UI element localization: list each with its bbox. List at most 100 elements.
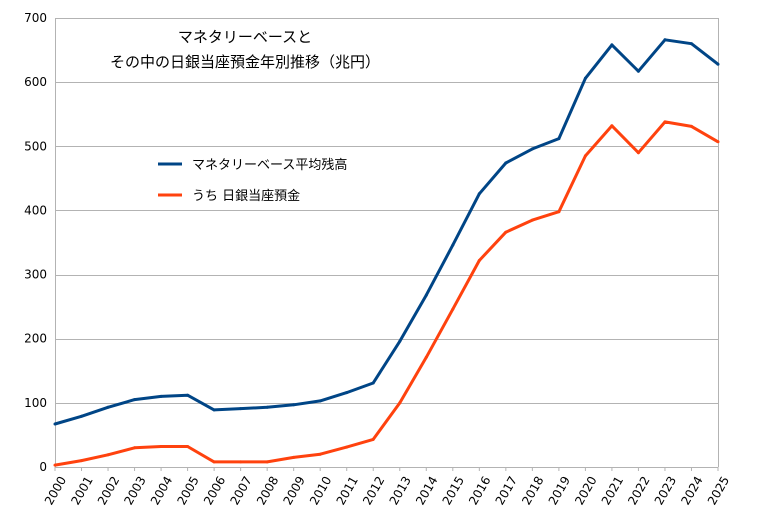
data-point-s0-2011 <box>345 391 349 395</box>
y-tick-label-500: 500 <box>24 139 47 153</box>
y-tick-label-600: 600 <box>24 75 47 89</box>
x-tick-label-2024: 2024 <box>678 474 705 507</box>
x-tick-label-2006: 2006 <box>201 474 228 507</box>
data-point-s0-2024 <box>690 42 693 46</box>
y-tick-label-200: 200 <box>24 332 47 346</box>
data-point-s1-2024 <box>690 124 693 128</box>
data-point-s0-2008 <box>265 405 269 409</box>
y-axis: 0 100 200 300 400 500 600 700 <box>24 11 47 474</box>
x-tick-label-2012: 2012 <box>360 474 387 507</box>
chart-title-line-2: その中の日銀当座預金年別推移（兆円） <box>110 53 380 71</box>
x-tick-label-2003: 2003 <box>121 474 148 507</box>
data-point-s1-2001 <box>80 459 83 463</box>
data-point-s0-2016 <box>477 192 481 196</box>
data-point-s1-2019 <box>557 210 561 214</box>
data-point-s0-2022 <box>636 69 640 73</box>
data-point-s0-2001 <box>80 414 83 418</box>
legend-label-boj-current-account: うち 日銀当座預金 <box>192 188 300 204</box>
data-point-s1-2014 <box>424 355 428 359</box>
data-point-s1-2006 <box>212 460 216 464</box>
legend-label-monetary-base: マネタリーベース平均残高 <box>192 157 347 173</box>
x-tick-label-2009: 2009 <box>280 474 307 507</box>
series-line-monetary-base <box>54 38 719 426</box>
data-point-s1-2018 <box>530 218 534 222</box>
data-point-s1-2011 <box>345 445 349 449</box>
data-point-s1-2004 <box>159 445 163 448</box>
data-point-s0-2021 <box>610 43 614 47</box>
y-tick-label-700: 700 <box>24 11 47 25</box>
data-point-s0-2023 <box>663 38 667 42</box>
series-line-boj-current-account <box>54 120 719 467</box>
data-point-s1-2002 <box>106 453 110 457</box>
data-point-s0-2018 <box>530 147 534 151</box>
data-point-s0-2014 <box>424 293 428 297</box>
chart-title-line-1: マネタリーベースと <box>178 28 312 46</box>
x-tick-label-2010: 2010 <box>307 474 334 507</box>
data-point-s1-2010 <box>318 452 322 456</box>
x-tick-label-2016: 2016 <box>466 474 493 507</box>
x-tick-label-2005: 2005 <box>174 474 201 507</box>
x-tick-label-2018: 2018 <box>519 474 546 507</box>
data-point-s1-2020 <box>583 154 587 158</box>
series-lines <box>53 38 720 467</box>
x-tick-label-2022: 2022 <box>625 474 652 507</box>
data-point-s0-2017 <box>504 161 508 165</box>
data-point-s0-2007 <box>239 407 243 411</box>
data-point-s0-2020 <box>583 76 587 80</box>
data-point-s1-2022 <box>636 151 640 155</box>
data-point-s0-2002 <box>106 405 110 409</box>
data-point-s0-2013 <box>398 339 402 343</box>
data-point-s1-2017 <box>504 230 508 234</box>
x-tick-label-2019: 2019 <box>546 474 573 507</box>
data-point-s1-2008 <box>265 460 269 464</box>
x-tick-label-2025: 2025 <box>705 474 732 507</box>
x-tick-label-2015: 2015 <box>440 474 467 507</box>
data-point-s1-2003 <box>133 446 137 450</box>
data-point-s1-2012 <box>371 437 375 441</box>
x-tick-label-2007: 2007 <box>227 474 254 507</box>
data-point-s1-2009 <box>292 455 296 459</box>
data-point-s0-2015 <box>451 243 455 247</box>
data-point-s1-2016 <box>477 259 481 262</box>
data-point-s1-2023 <box>663 120 667 124</box>
data-point-s0-2025 <box>716 62 720 66</box>
x-tick-label-2013: 2013 <box>387 474 414 507</box>
data-point-s0-2019 <box>557 137 561 141</box>
data-point-s1-2005 <box>186 445 190 448</box>
x-tick-label-2008: 2008 <box>254 474 281 507</box>
data-point-s1-2015 <box>451 307 455 311</box>
y-tick-label-300: 300 <box>24 268 47 282</box>
data-point-s1-2021 <box>610 124 614 128</box>
y-tick-label-100: 100 <box>24 396 47 410</box>
x-tick-label-2002: 2002 <box>95 474 122 507</box>
data-point-s0-2006 <box>212 408 216 412</box>
data-point-s0-2010 <box>318 399 322 403</box>
data-point-s0-2000 <box>53 422 57 426</box>
x-tick-label-2017: 2017 <box>493 474 520 507</box>
x-tick-label-2001: 2001 <box>68 474 95 507</box>
data-point-s1-2007 <box>239 460 243 464</box>
grid-lines <box>55 18 719 468</box>
y-tick-label-400: 400 <box>24 203 47 217</box>
x-tick-label-2020: 2020 <box>572 474 599 507</box>
data-point-s1-2000 <box>53 463 57 467</box>
legend: マネタリーベース平均残高 うち 日銀当座預金 <box>158 157 347 204</box>
x-axis: 2000 2001 2002 2003 2004 2005 2006 2007 2008 2009… <box>42 467 732 507</box>
x-tick-label-2014: 2014 <box>413 474 440 507</box>
x-tick-label-2011: 2011 <box>334 474 361 507</box>
x-tick-label-2021: 2021 <box>599 474 626 507</box>
data-point-s1-2013 <box>398 401 402 405</box>
data-point-s0-2012 <box>371 381 375 385</box>
data-point-s0-2003 <box>133 398 137 402</box>
x-tick-label-2004: 2004 <box>148 474 175 507</box>
data-point-s1-2025 <box>716 140 720 144</box>
x-tick-label-2000: 2000 <box>42 474 69 507</box>
data-point-s0-2004 <box>159 394 163 398</box>
chart-title: マネタリーベースと その中の日銀当座預金年別推移（兆円） <box>110 28 380 71</box>
data-point-s0-2005 <box>186 393 190 397</box>
data-point-s0-2009 <box>292 403 296 407</box>
x-tick-label-2023: 2023 <box>652 474 679 507</box>
y-tick-label-0: 0 <box>39 460 47 474</box>
